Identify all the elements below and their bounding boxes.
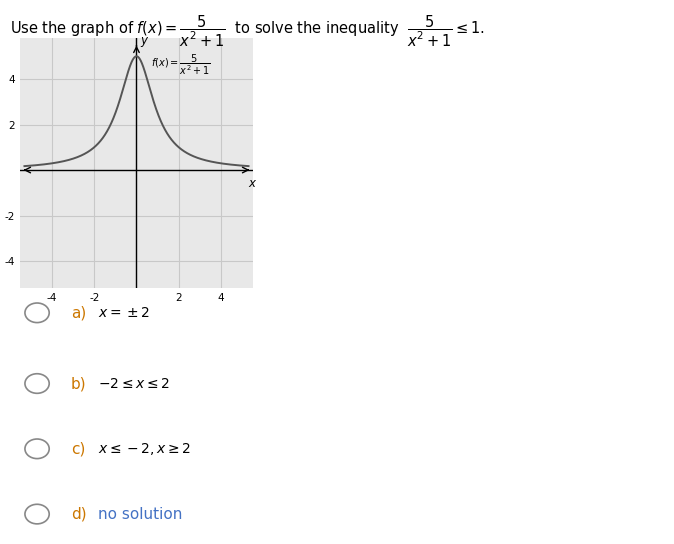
Text: b): b) xyxy=(71,376,86,391)
Text: c): c) xyxy=(71,441,85,456)
Text: x: x xyxy=(248,177,255,190)
Text: $f(x) = \dfrac{5}{x^2+1}$: $f(x) = \dfrac{5}{x^2+1}$ xyxy=(151,52,211,77)
Text: $-2 \leq x \leq 2$: $-2 \leq x \leq 2$ xyxy=(98,376,170,391)
Text: d): d) xyxy=(71,506,86,522)
Text: y: y xyxy=(141,34,148,47)
Text: $x \leq -2, x \geq 2$: $x \leq -2, x \geq 2$ xyxy=(98,441,191,457)
Text: Use the graph of $f(x) = \dfrac{5}{x^2+1}$  to solve the inequality  $\dfrac{5}{: Use the graph of $f(x) = \dfrac{5}{x^2+1… xyxy=(10,14,485,49)
Text: a): a) xyxy=(71,305,86,320)
Text: $x = \pm 2$: $x = \pm 2$ xyxy=(98,306,150,320)
Text: no solution: no solution xyxy=(98,506,182,522)
